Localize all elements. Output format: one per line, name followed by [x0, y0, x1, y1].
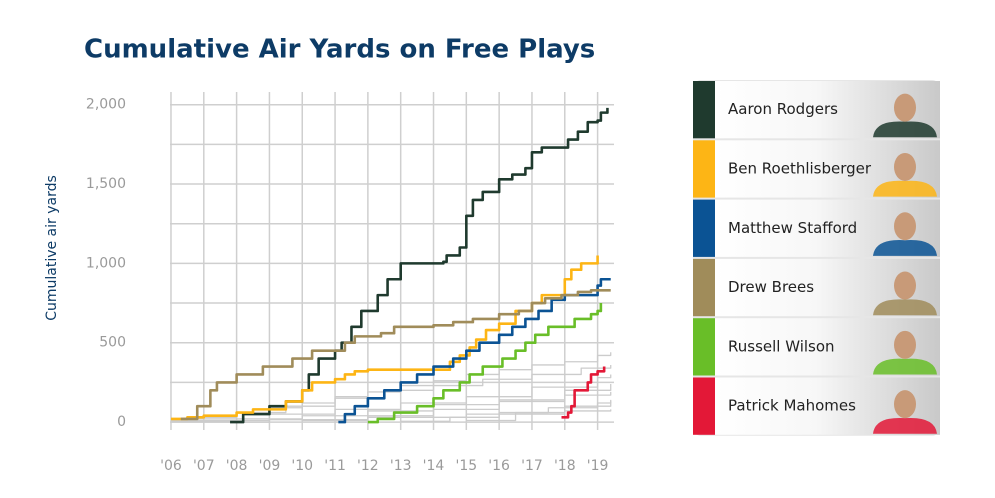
x-tick-label: '07	[193, 458, 215, 474]
player-photo	[873, 121, 937, 138]
series-line	[367, 303, 603, 424]
background-line	[170, 409, 612, 423]
background-line	[187, 364, 612, 420]
series-line	[561, 366, 606, 419]
player-photo	[894, 93, 916, 122]
x-tick-label: '15	[455, 458, 477, 474]
x-tick-label: '06	[160, 458, 182, 474]
x-tick-label: '08	[226, 458, 248, 474]
series-line	[180, 289, 611, 421]
legend-label: Russell Wilson	[728, 337, 835, 355]
x-tick-label: '13	[390, 458, 412, 474]
y-tick-label: 1,500	[86, 176, 126, 192]
legend-swatch	[693, 258, 715, 317]
x-tick-label: '11	[324, 458, 346, 474]
player-photo	[894, 271, 916, 300]
y-tick-label: 500	[99, 335, 126, 351]
legend-label: Drew Brees	[728, 278, 814, 296]
player-photo	[873, 299, 937, 316]
legend-label: Patrick Mahomes	[728, 397, 856, 415]
background-line	[203, 374, 612, 422]
player-photo	[894, 152, 916, 181]
player-photo	[873, 417, 937, 434]
player-photo	[894, 212, 916, 241]
legend: Aaron Rodgers Ben Roethlisberger Matthew S…	[693, 80, 940, 436]
legend-label: Ben Roethlisberger	[728, 159, 872, 177]
plot-area	[170, 107, 612, 424]
background-line	[466, 399, 612, 422]
legend-swatch	[693, 140, 715, 198]
x-tick-label: '18	[554, 458, 576, 474]
y-tick-label: 2,000	[86, 97, 126, 113]
legend-label: Matthew Stafford	[728, 219, 857, 237]
y-tick-label: 1,000	[86, 255, 126, 271]
x-tick-label: '09	[259, 458, 281, 474]
player-photo	[873, 240, 937, 256]
legend-label: Aaron Rodgers	[728, 100, 838, 118]
legend-swatch	[693, 377, 715, 435]
x-tick-label: '17	[521, 458, 543, 474]
y-tick-label: 0	[117, 414, 126, 430]
player-photo	[894, 330, 916, 359]
legend-swatch	[693, 199, 715, 257]
series-line	[230, 107, 609, 424]
x-tick-label: '12	[357, 458, 379, 474]
player-photo	[894, 390, 916, 419]
x-tick-label: '14	[423, 458, 445, 474]
chart-title: Cumulative Air Yards on Free Plays	[84, 35, 595, 65]
x-tick-label: '16	[488, 458, 510, 474]
grid: 0 500 1,000 1,500 2,000 '06 '07 '08 '09 '10 '11 '12…	[86, 92, 614, 474]
y-axis-label: Cumulative air yards	[44, 175, 60, 321]
series-line	[338, 277, 611, 424]
x-tick-label: '10	[291, 458, 313, 474]
player-photo	[873, 180, 937, 197]
player-photo	[873, 358, 937, 375]
x-tick-label: '19	[587, 458, 609, 474]
legend-swatch	[693, 318, 715, 376]
legend-swatch	[693, 81, 715, 139]
